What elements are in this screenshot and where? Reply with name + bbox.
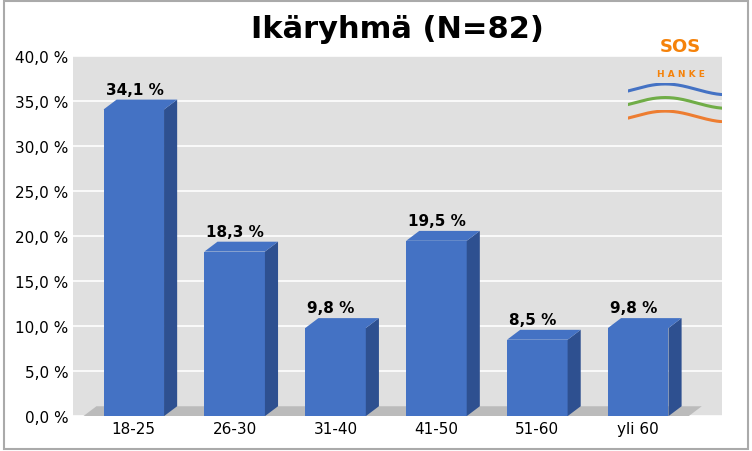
Polygon shape: [164, 101, 177, 416]
Polygon shape: [365, 318, 379, 416]
Text: SOS: SOS: [660, 38, 701, 56]
Text: 34,1 %: 34,1 %: [105, 83, 163, 98]
Text: 18,3 %: 18,3 %: [206, 225, 264, 239]
Polygon shape: [104, 101, 177, 110]
Polygon shape: [205, 242, 278, 252]
Bar: [507, 340, 568, 416]
Polygon shape: [669, 318, 681, 416]
Bar: [608, 328, 669, 416]
Bar: [205, 252, 265, 416]
Bar: [406, 241, 467, 416]
Bar: [104, 110, 164, 416]
Polygon shape: [608, 318, 681, 328]
Text: 9,8 %: 9,8 %: [308, 301, 355, 316]
Text: 19,5 %: 19,5 %: [408, 214, 466, 229]
Polygon shape: [305, 318, 379, 328]
Polygon shape: [467, 231, 480, 416]
Title: Ikäryhmä (N=82): Ikäryhmä (N=82): [251, 15, 544, 44]
Text: 9,8 %: 9,8 %: [610, 301, 657, 316]
Bar: [305, 328, 365, 416]
Polygon shape: [568, 330, 581, 416]
Text: 8,5 %: 8,5 %: [509, 313, 556, 327]
Polygon shape: [507, 330, 581, 340]
Polygon shape: [406, 231, 480, 241]
Polygon shape: [265, 242, 278, 416]
Polygon shape: [83, 406, 702, 416]
Text: H A N K E: H A N K E: [656, 70, 705, 79]
